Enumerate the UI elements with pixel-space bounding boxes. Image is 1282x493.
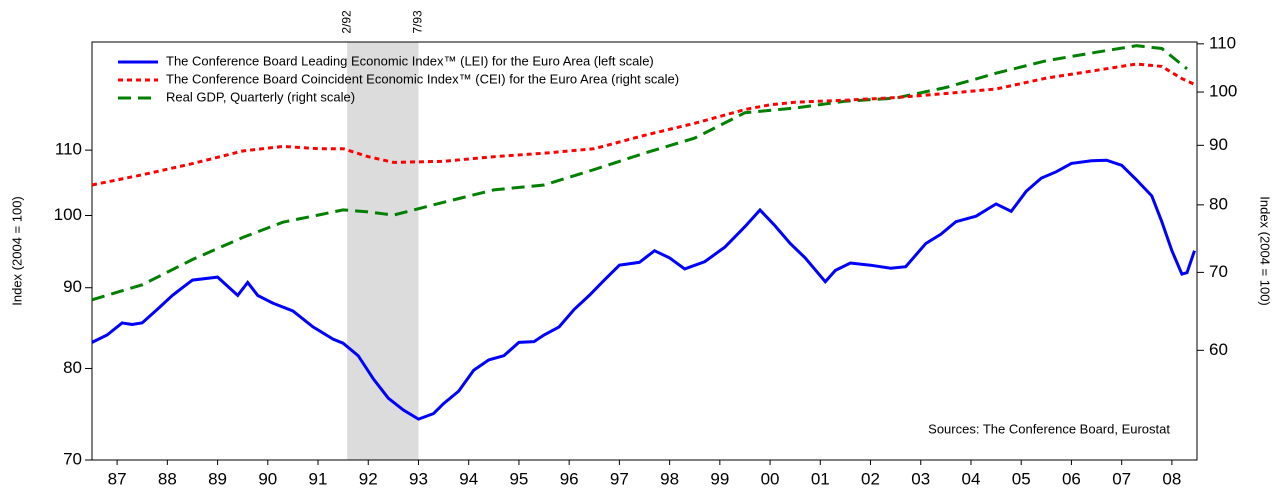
y2-tick-label: 80 — [1209, 194, 1228, 213]
x-tick-label: 05 — [1012, 469, 1031, 488]
plot-frame — [91, 41, 1198, 461]
x-tick-label: 96 — [560, 469, 579, 488]
y-tick-label: 80 — [63, 358, 82, 377]
x-tick-label: 06 — [1062, 469, 1081, 488]
x-tick-label: 93 — [409, 469, 428, 488]
y-tick-label: 90 — [63, 277, 82, 296]
x-tick-label: 91 — [309, 469, 328, 488]
x-tick-label: 92 — [359, 469, 378, 488]
y2-tick-label: 110 — [1209, 33, 1236, 52]
x-tick-label: 04 — [962, 469, 981, 488]
x-tick-label: 87 — [108, 469, 127, 488]
x-tick-label: 08 — [1162, 469, 1181, 488]
shading-label: 7/93 — [411, 10, 425, 34]
y2-tick-label: 60 — [1209, 340, 1228, 359]
x-tick-label: 00 — [761, 469, 780, 488]
x-tick-label: 89 — [208, 469, 227, 488]
x-tick-label: 88 — [158, 469, 177, 488]
series-line — [91, 44, 1188, 302]
legend-label: The Conference Board Leading Economic In… — [166, 53, 654, 68]
y2-tick-label: 100 — [1209, 82, 1237, 101]
series-line — [91, 62, 1198, 187]
x-tick-label: 03 — [911, 469, 930, 488]
y2-axis-label: Index (2004 = 100) — [1258, 196, 1273, 306]
x-tick-label: 98 — [660, 469, 679, 488]
legend-label: Real GDP, Quarterly (right scale) — [166, 89, 355, 104]
shaded-period — [347, 42, 419, 460]
y-tick-label: 70 — [63, 449, 82, 468]
y-tick-label: 110 — [55, 140, 82, 159]
x-tick-label: 95 — [509, 469, 528, 488]
x-tick-label: 90 — [258, 469, 277, 488]
y-tick-label: 100 — [54, 205, 82, 224]
y2-tick-label: 90 — [1209, 135, 1228, 154]
y-axis-label: Index (2004 = 100) — [9, 196, 24, 306]
y2-tick-label: 70 — [1209, 262, 1228, 281]
x-tick-label: 99 — [710, 469, 729, 488]
x-tick-label: 01 — [811, 469, 830, 488]
shading-label: 2/92 — [339, 10, 353, 34]
x-tick-label: 02 — [861, 469, 880, 488]
legend-label: The Conference Board Coincident Economic… — [166, 71, 679, 86]
annotation: Sources: The Conference Board, Eurostat — [928, 421, 1170, 436]
x-tick-label: 94 — [459, 469, 478, 488]
series-line — [91, 158, 1196, 421]
x-tick-label: 97 — [610, 469, 629, 488]
x-tick-label: 07 — [1112, 469, 1131, 488]
